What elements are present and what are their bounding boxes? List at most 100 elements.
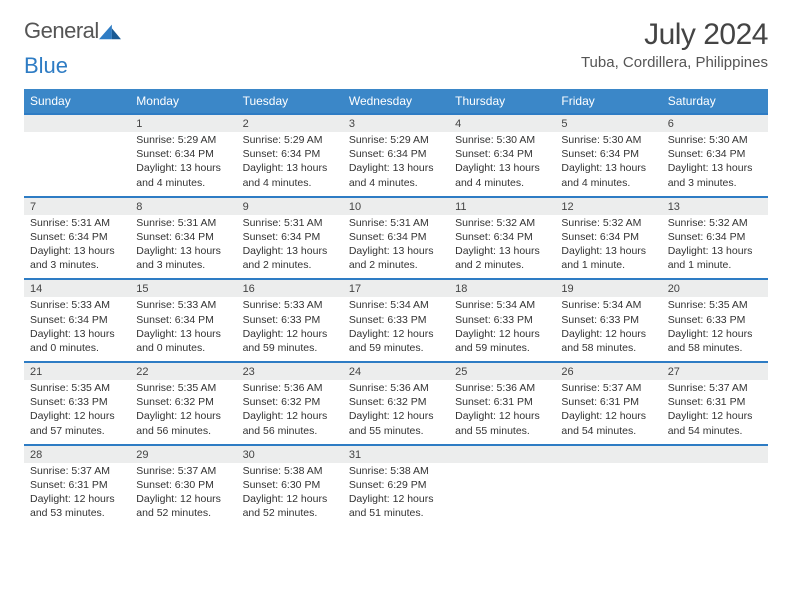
day-number: 30: [237, 445, 343, 463]
weekday-header: Friday: [555, 89, 661, 114]
day-number: 26: [555, 362, 661, 380]
day-detail: [662, 463, 768, 527]
detail-line: Daylight: 12 hours and 52 minutes.: [136, 492, 230, 520]
day-detail: Sunrise: 5:34 AMSunset: 6:33 PMDaylight:…: [343, 297, 449, 362]
detail-line: Daylight: 13 hours and 4 minutes.: [455, 161, 549, 189]
weekday-header: Wednesday: [343, 89, 449, 114]
detail-line: Daylight: 12 hours and 59 minutes.: [243, 327, 337, 355]
day-detail: Sunrise: 5:38 AMSunset: 6:30 PMDaylight:…: [237, 463, 343, 527]
detail-line: Daylight: 12 hours and 56 minutes.: [243, 409, 337, 437]
day-number-row: 21222324252627: [24, 362, 768, 380]
day-detail: Sunrise: 5:37 AMSunset: 6:30 PMDaylight:…: [130, 463, 236, 527]
detail-line: Sunrise: 5:35 AM: [136, 381, 230, 395]
day-number-row: 14151617181920: [24, 279, 768, 297]
day-detail: [555, 463, 661, 527]
detail-line: Sunrise: 5:38 AM: [349, 464, 443, 478]
day-detail: Sunrise: 5:32 AMSunset: 6:34 PMDaylight:…: [662, 215, 768, 280]
day-number: 9: [237, 197, 343, 215]
detail-line: Sunrise: 5:31 AM: [30, 216, 124, 230]
title-block: July 2024 Tuba, Cordillera, Philippines: [581, 18, 768, 71]
detail-line: Sunrise: 5:30 AM: [561, 133, 655, 147]
detail-line: Sunrise: 5:37 AM: [136, 464, 230, 478]
day-detail: Sunrise: 5:32 AMSunset: 6:34 PMDaylight:…: [555, 215, 661, 280]
day-number: 16: [237, 279, 343, 297]
day-number: 28: [24, 445, 130, 463]
day-number: 15: [130, 279, 236, 297]
detail-line: Sunrise: 5:38 AM: [243, 464, 337, 478]
day-detail: Sunrise: 5:35 AMSunset: 6:33 PMDaylight:…: [24, 380, 130, 445]
month-title: July 2024: [581, 18, 768, 52]
detail-line: Sunrise: 5:32 AM: [561, 216, 655, 230]
day-detail: Sunrise: 5:33 AMSunset: 6:34 PMDaylight:…: [24, 297, 130, 362]
day-detail: Sunrise: 5:31 AMSunset: 6:34 PMDaylight:…: [24, 215, 130, 280]
detail-line: Sunset: 6:33 PM: [561, 313, 655, 327]
detail-line: Sunset: 6:29 PM: [349, 478, 443, 492]
detail-line: Sunset: 6:34 PM: [136, 313, 230, 327]
weekday-header-row: Sunday Monday Tuesday Wednesday Thursday…: [24, 89, 768, 114]
detail-line: Daylight: 13 hours and 2 minutes.: [349, 244, 443, 272]
detail-line: Sunset: 6:34 PM: [30, 313, 124, 327]
day-number: [24, 114, 130, 132]
day-detail: [449, 463, 555, 527]
day-number: 12: [555, 197, 661, 215]
day-number: 25: [449, 362, 555, 380]
detail-line: Daylight: 13 hours and 3 minutes.: [136, 244, 230, 272]
day-detail: Sunrise: 5:32 AMSunset: 6:34 PMDaylight:…: [449, 215, 555, 280]
day-detail: [24, 132, 130, 197]
day-detail: Sunrise: 5:30 AMSunset: 6:34 PMDaylight:…: [555, 132, 661, 197]
logo-icon: [99, 22, 121, 40]
day-number: 4: [449, 114, 555, 132]
detail-line: Sunset: 6:34 PM: [668, 147, 762, 161]
detail-line: Sunset: 6:34 PM: [136, 230, 230, 244]
detail-line: Daylight: 12 hours and 58 minutes.: [561, 327, 655, 355]
detail-line: Daylight: 13 hours and 1 minute.: [561, 244, 655, 272]
detail-line: Sunset: 6:30 PM: [243, 478, 337, 492]
day-detail: Sunrise: 5:35 AMSunset: 6:32 PMDaylight:…: [130, 380, 236, 445]
day-number: [449, 445, 555, 463]
detail-line: Sunset: 6:33 PM: [455, 313, 549, 327]
detail-line: Sunrise: 5:34 AM: [561, 298, 655, 312]
detail-line: Sunset: 6:33 PM: [30, 395, 124, 409]
detail-line: Sunset: 6:31 PM: [668, 395, 762, 409]
day-detail: Sunrise: 5:29 AMSunset: 6:34 PMDaylight:…: [237, 132, 343, 197]
weekday-header: Thursday: [449, 89, 555, 114]
detail-line: Sunrise: 5:31 AM: [136, 216, 230, 230]
detail-line: Sunset: 6:32 PM: [243, 395, 337, 409]
day-number: 6: [662, 114, 768, 132]
day-number: [662, 445, 768, 463]
detail-line: Sunset: 6:34 PM: [30, 230, 124, 244]
detail-line: Daylight: 13 hours and 2 minutes.: [243, 244, 337, 272]
day-number-row: 123456: [24, 114, 768, 132]
day-number: [555, 445, 661, 463]
logo: General: [24, 18, 123, 44]
detail-line: Sunset: 6:34 PM: [243, 230, 337, 244]
detail-line: Sunrise: 5:29 AM: [136, 133, 230, 147]
day-detail: Sunrise: 5:29 AMSunset: 6:34 PMDaylight:…: [130, 132, 236, 197]
day-number: 1: [130, 114, 236, 132]
detail-line: Daylight: 12 hours and 57 minutes.: [30, 409, 124, 437]
day-number: 10: [343, 197, 449, 215]
detail-line: Daylight: 12 hours and 53 minutes.: [30, 492, 124, 520]
day-detail-row: Sunrise: 5:35 AMSunset: 6:33 PMDaylight:…: [24, 380, 768, 445]
detail-line: Sunset: 6:34 PM: [561, 147, 655, 161]
detail-line: Daylight: 12 hours and 59 minutes.: [349, 327, 443, 355]
day-detail: Sunrise: 5:37 AMSunset: 6:31 PMDaylight:…: [24, 463, 130, 527]
detail-line: Daylight: 13 hours and 4 minutes.: [349, 161, 443, 189]
detail-line: Sunset: 6:33 PM: [668, 313, 762, 327]
day-number: 7: [24, 197, 130, 215]
detail-line: Daylight: 13 hours and 0 minutes.: [136, 327, 230, 355]
day-number: 5: [555, 114, 661, 132]
detail-line: Sunset: 6:30 PM: [136, 478, 230, 492]
day-number: 20: [662, 279, 768, 297]
detail-line: Daylight: 13 hours and 3 minutes.: [30, 244, 124, 272]
logo-text-1: General: [24, 18, 99, 44]
day-detail: Sunrise: 5:37 AMSunset: 6:31 PMDaylight:…: [555, 380, 661, 445]
detail-line: Sunrise: 5:29 AM: [349, 133, 443, 147]
day-detail: Sunrise: 5:37 AMSunset: 6:31 PMDaylight:…: [662, 380, 768, 445]
detail-line: Sunrise: 5:31 AM: [349, 216, 443, 230]
detail-line: Daylight: 12 hours and 52 minutes.: [243, 492, 337, 520]
detail-line: Daylight: 12 hours and 51 minutes.: [349, 492, 443, 520]
detail-line: Daylight: 13 hours and 2 minutes.: [455, 244, 549, 272]
detail-line: Sunset: 6:31 PM: [561, 395, 655, 409]
day-number: 27: [662, 362, 768, 380]
